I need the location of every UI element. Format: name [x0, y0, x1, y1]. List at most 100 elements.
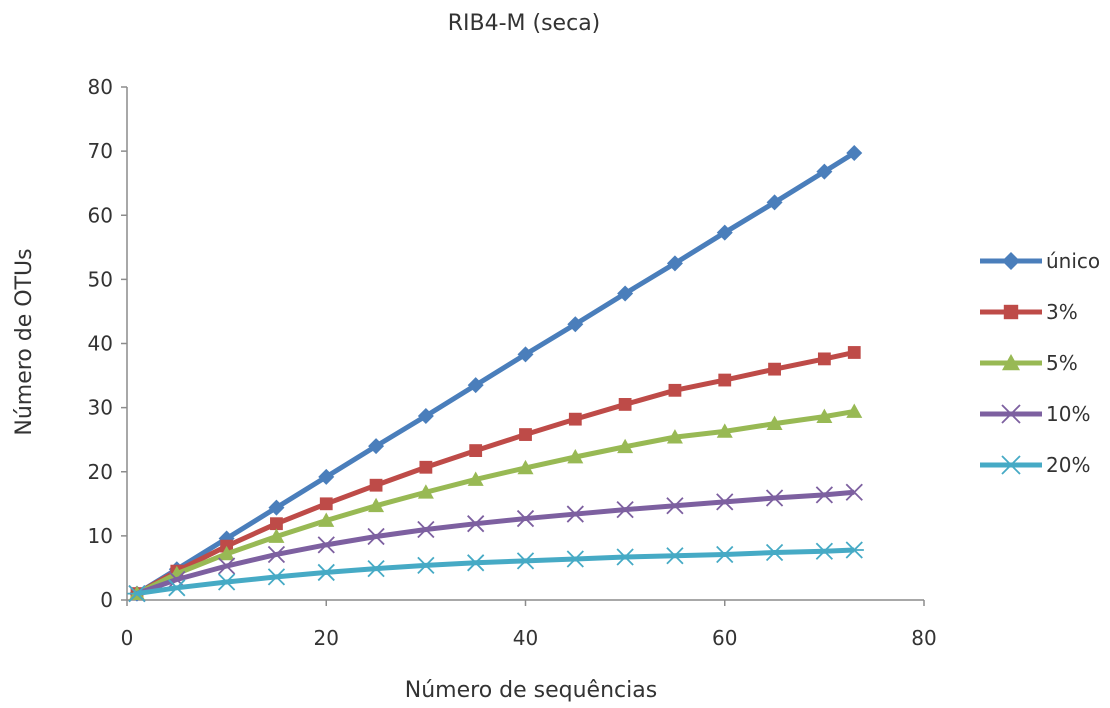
data-point: [318, 512, 335, 527]
data-point: [466, 554, 486, 572]
series-line: [135, 409, 855, 596]
data-point: [766, 194, 783, 211]
series-line: [135, 350, 855, 596]
legend-label: 3%: [1046, 300, 1078, 324]
data-point: [467, 515, 485, 533]
data-point: [666, 255, 683, 272]
data-point: [517, 459, 534, 475]
data-point: [217, 557, 236, 575]
data-point: [268, 528, 285, 543]
legend-label: 10%: [1046, 402, 1090, 426]
data-point: [846, 145, 863, 162]
y-tick-label: 40: [88, 332, 113, 356]
series-line: [135, 150, 856, 596]
data-point: [816, 408, 833, 424]
data-point: [270, 517, 283, 531]
data-point: [369, 478, 383, 492]
data-point: [316, 563, 336, 582]
data-point: [367, 527, 385, 546]
x-tick-label: 60: [712, 626, 737, 650]
data-point: [718, 373, 732, 387]
axes: [126, 87, 924, 601]
data-point: [815, 486, 834, 504]
legend: único 3% 5% 10% 20%: [980, 249, 1100, 477]
data-point: [768, 362, 781, 376]
y-tick-label: 30: [88, 396, 113, 420]
data-point: [567, 316, 584, 333]
data-point: [616, 500, 634, 519]
legend-item: único: [980, 249, 1100, 273]
x-tick-label: 80: [911, 626, 936, 650]
series-layer: [127, 145, 864, 603]
data-point: [817, 352, 831, 366]
y-tick-label: 60: [88, 203, 113, 227]
data-point: [319, 497, 333, 511]
data-point: [568, 412, 582, 426]
legend-marker: [1002, 252, 1020, 270]
data-point: [218, 545, 235, 561]
legend-item: 20%: [980, 453, 1090, 477]
legend-item: 10%: [980, 402, 1090, 426]
data-point: [847, 346, 861, 359]
data-point: [716, 493, 734, 511]
legend-item: 5%: [980, 351, 1078, 375]
data-point: [515, 552, 536, 570]
data-point: [846, 403, 863, 418]
data-point: [666, 429, 683, 444]
data-point: [417, 407, 434, 424]
data-point: [565, 550, 585, 568]
legend-label: único: [1046, 249, 1100, 273]
series-line: [136, 489, 855, 596]
data-point: [368, 438, 385, 455]
y-tick-label: 0: [100, 588, 113, 612]
legend-marker: [1003, 304, 1019, 320]
data-point: [416, 556, 436, 575]
chart-title: RIB4-M (seca): [448, 11, 601, 36]
data-point: [816, 163, 833, 180]
legend-marker: [1001, 404, 1021, 424]
data-point: [419, 460, 433, 474]
data-point: [668, 383, 682, 397]
data-point: [469, 444, 483, 457]
data-point: [217, 573, 237, 591]
data-point: [417, 484, 434, 499]
y-tick-label: 70: [88, 139, 113, 163]
legend-marker: [1000, 455, 1022, 475]
legend-marker: [1002, 354, 1020, 371]
data-point: [716, 423, 733, 438]
y-axis-title: Número de OTUs: [12, 248, 37, 435]
x-tick-label: 0: [121, 626, 134, 650]
data-point: [266, 568, 287, 586]
data-point: [618, 398, 632, 411]
data-point: [127, 584, 147, 603]
data-point: [368, 497, 385, 513]
data-point: [716, 224, 733, 241]
data-point: [318, 468, 335, 485]
data-point: [268, 499, 285, 516]
data-point: [844, 541, 864, 559]
data-point: [517, 346, 534, 363]
series-line: [136, 547, 855, 597]
data-point: [845, 483, 863, 501]
data-point: [665, 547, 685, 565]
data-point: [267, 545, 286, 564]
data-point: [666, 497, 684, 515]
data-point: [567, 449, 584, 464]
y-tick-label: 20: [88, 460, 113, 484]
data-point: [764, 543, 785, 562]
data-point: [417, 520, 435, 539]
data-point: [519, 428, 532, 441]
series-4: [127, 541, 864, 603]
data-point: [467, 471, 484, 486]
x-tick-label: 20: [314, 626, 339, 650]
data-point: [366, 559, 386, 578]
x-axis-title: Número de sequências: [405, 678, 657, 703]
data-point: [317, 536, 335, 554]
data-point: [715, 545, 735, 564]
data-point: [765, 489, 784, 507]
data-point: [617, 285, 634, 302]
data-point: [516, 509, 535, 528]
data-point: [467, 377, 484, 394]
data-point: [814, 542, 834, 560]
data-point: [766, 415, 783, 431]
